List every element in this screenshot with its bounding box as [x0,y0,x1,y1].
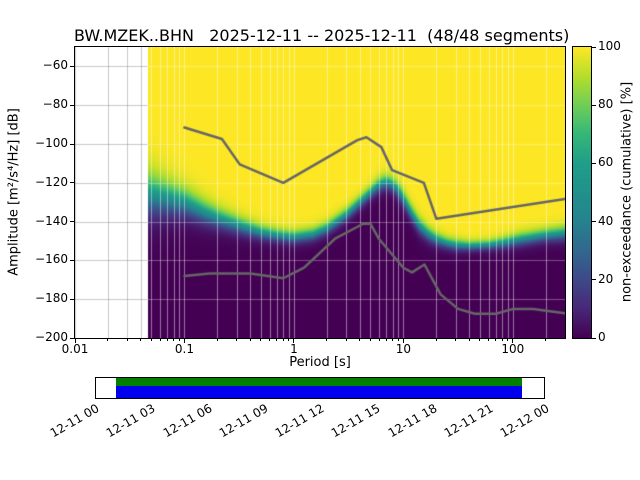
x-tick-label: 0.01 [61,342,89,356]
colorbar-gradient [573,47,591,338]
x-tick-mark [402,339,404,343]
y-tick-mark [70,259,74,261]
x-tick-label: 1 [290,342,298,356]
x-minor-tick-mark [545,339,547,341]
x-minor-tick-mark [507,339,509,341]
x-tick-mark [512,339,514,343]
x-minor-tick-mark [288,339,290,341]
x-minor-tick-mark [150,339,152,341]
x-minor-tick-mark [260,339,262,341]
y-tick-label: −160 [35,252,68,267]
x-tick-mark [293,339,295,343]
y-tick-label: −200 [35,330,68,344]
x-minor-tick-mark [159,339,161,341]
x-minor-tick-mark [216,339,218,341]
timeline-tick-label: 12-12 00 [497,401,552,441]
x-minor-tick-mark [392,339,394,341]
y-tick-mark [70,337,74,339]
x-minor-tick-mark [435,339,437,341]
x-minor-tick-mark [397,339,399,341]
colorbar-tick-label: 0 [598,330,606,344]
x-minor-tick-mark [269,339,271,341]
timeline-tick-label: 12-11 09 [216,401,271,441]
y-tick-label: −140 [35,213,68,228]
colorbar-tick-mark [592,337,596,339]
ppsd-heatmap [75,47,565,338]
colorbar [572,46,592,339]
y-tick-mark [70,298,74,300]
y-tick-mark [70,221,74,223]
x-tick-label: 10 [395,342,411,356]
x-minor-tick-mark [345,339,347,341]
colorbar-tick-label: 100 [598,39,621,53]
timeline-tick-label: 12-11 03 [104,401,158,441]
colorbar-tick-label: 60 [598,155,614,170]
x-tick-mark [74,339,76,343]
plot-frame [74,46,566,339]
x-minor-tick-mark [178,339,180,341]
x-minor-tick-mark [249,339,251,341]
x-minor-tick-mark [236,339,238,341]
colorbar-tick-label: 80 [598,97,614,112]
x-tick-label: 0.1 [174,342,194,356]
x-minor-tick-mark [468,339,470,341]
y-axis-label: Amplitude [m²/s⁴/Hz] [dB] [6,108,22,276]
timeline-coverage [115,378,523,398]
timeline-tick-label: 12-11 00 [47,401,102,441]
x-minor-tick-mark [385,339,387,341]
x-minor-tick-mark [173,339,175,341]
x-minor-tick-mark [282,339,284,341]
y-tick-mark [70,104,74,106]
x-minor-tick-mark [378,339,380,341]
y-tick-mark [70,182,74,184]
x-tick-label: 100 [501,342,525,356]
x-minor-tick-mark [495,339,497,341]
colorbar-tick-mark [592,162,596,164]
x-axis-label: Period [s] [289,355,351,370]
timeline-tick-label: 12-11 12 [272,401,327,441]
colorbar-label: non-exceedance (cumulative) [%] [619,81,635,303]
colorbar-tick-mark [592,46,596,48]
x-minor-tick-mark [501,339,503,341]
x-minor-tick-mark [488,339,489,341]
timeline-tick-label: 12-11 21 [441,401,496,441]
y-tick-mark [70,65,74,67]
colorbar-tick-mark [592,279,596,281]
x-minor-tick-mark [140,339,142,341]
timeline-coverage-blue-stripe [115,386,523,398]
y-tick-mark [70,143,74,145]
colorbar-tick-mark [592,104,596,106]
chart-title: BW.MZEK..BHN 2025-12-11 -- 2025-12-11 (4… [74,26,570,45]
x-minor-tick-mark [276,339,278,341]
x-minor-tick-mark [455,339,457,341]
x-minor-tick-mark [107,339,109,341]
timeline-bar [95,377,545,399]
y-tick-label: −100 [35,136,68,150]
y-tick-label: −120 [35,174,68,189]
x-minor-tick-mark [369,339,371,341]
y-tick-label: −180 [35,291,68,306]
timeline-tick-label: 12-11 06 [160,401,214,441]
timeline-coverage-green-stripe [115,378,523,387]
x-minor-tick-mark [359,339,361,341]
timeline-tick-label: 12-11 15 [329,401,383,441]
y-tick-label: −80 [42,97,68,112]
x-tick-mark [183,339,185,343]
timeline-tick-label: 12-11 18 [385,401,439,441]
x-minor-tick-mark [479,339,481,341]
x-minor-tick-mark [326,339,328,341]
y-tick-label: −60 [42,58,68,73]
x-minor-tick-mark [126,339,128,341]
colorbar-tick-mark [592,221,596,223]
colorbar-tick-label: 40 [598,213,614,228]
colorbar-tick-label: 20 [598,271,614,286]
x-minor-tick-mark [166,339,168,341]
